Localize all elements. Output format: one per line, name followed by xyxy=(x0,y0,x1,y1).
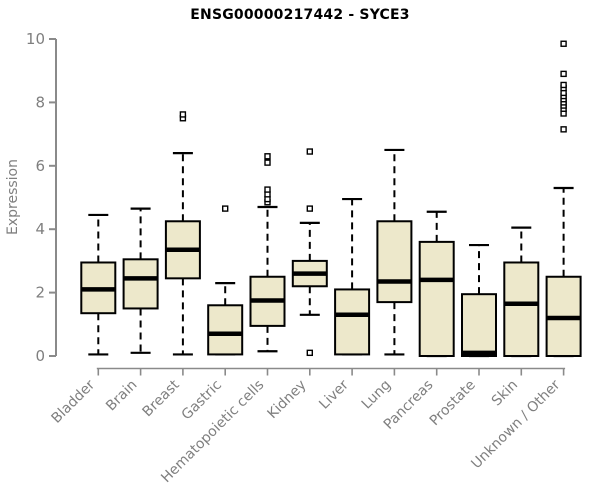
iqr-box xyxy=(334,288,371,356)
outlier-point xyxy=(560,126,567,133)
chart-title: ENSG00000217442 - SYCE3 xyxy=(190,7,410,23)
boxplot-liver xyxy=(334,197,371,356)
outlier-point xyxy=(306,205,313,212)
y-tick-label: 8 xyxy=(35,93,45,111)
boxplot-gastric xyxy=(207,205,244,356)
x-tick-label-bladder: Bladder xyxy=(48,377,98,427)
iqr-box xyxy=(122,258,159,310)
outlier-point xyxy=(560,70,567,78)
y-tick-label: 6 xyxy=(35,157,45,175)
boxplot-hematopoietic-cells xyxy=(249,153,286,353)
boxplot-pancreas xyxy=(418,210,455,358)
y-tick-label: 4 xyxy=(35,220,45,238)
x-tick-label-breast: Breast xyxy=(140,377,184,421)
x-tick-label-prostate: Prostate xyxy=(427,377,479,429)
outlier-point xyxy=(306,148,313,155)
boxplot-bladder xyxy=(80,213,117,356)
boxplot-kidney xyxy=(291,148,328,357)
outlier-point xyxy=(560,81,567,89)
x-tick-label-liver: Liver xyxy=(316,377,352,413)
outlier-point xyxy=(560,40,567,47)
x-tick-label-skin: Skin xyxy=(489,377,521,409)
iqr-box xyxy=(376,220,413,304)
iqr-box xyxy=(207,304,244,356)
y-tick-label: 2 xyxy=(35,284,45,302)
iqr-box xyxy=(461,293,497,357)
iqr-box xyxy=(503,261,540,357)
x-tick-label-lung: Lung xyxy=(359,377,394,412)
iqr-box xyxy=(418,240,455,358)
outlier-point xyxy=(179,111,187,118)
y-tick-label: 10 xyxy=(26,30,45,48)
boxplot-skin xyxy=(503,226,540,358)
outlier-point xyxy=(264,186,271,193)
boxplot-brain xyxy=(122,207,159,354)
x-tick-label-brain: Brain xyxy=(103,377,140,414)
boxplot-unknown-other xyxy=(545,40,582,358)
boxplot-lung xyxy=(376,148,413,356)
outlier-point xyxy=(264,153,271,160)
boxplot-prostate xyxy=(461,243,497,358)
outlier-point xyxy=(306,349,313,357)
y-tick-label: 0 xyxy=(35,347,45,365)
x-tick-label-kidney: Kidney xyxy=(265,377,310,422)
boxplot-breast xyxy=(164,111,201,356)
outlier-point xyxy=(221,205,229,212)
outlier-point xyxy=(264,159,271,166)
